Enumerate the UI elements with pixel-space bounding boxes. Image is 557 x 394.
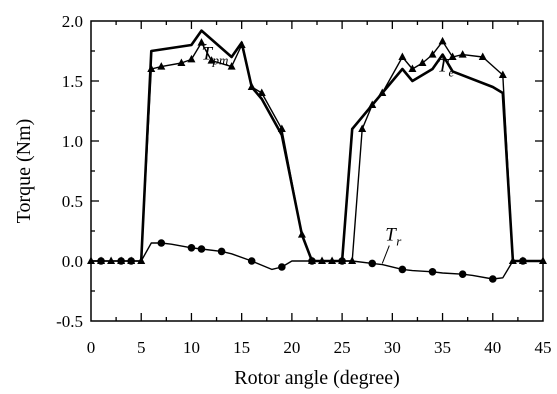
annotation-leader: [381, 245, 390, 264]
x-tick-label: 0: [87, 338, 96, 357]
y-tick-label: 1.5: [62, 72, 83, 91]
circle-marker: [398, 265, 407, 274]
y-axis-title: Torque (Nm): [13, 119, 35, 224]
circle-marker: [187, 244, 196, 252]
triangle-marker: [207, 56, 216, 64]
circle-marker: [127, 257, 135, 265]
circle-marker: [217, 247, 226, 256]
triangle-marker: [237, 40, 246, 48]
series-line: [91, 40, 543, 262]
circle-marker: [117, 257, 125, 265]
annotation-subscript: r: [396, 234, 402, 249]
triangle-marker: [358, 124, 367, 132]
triangle-marker: [197, 38, 206, 46]
circle-marker: [157, 239, 166, 247]
y-tick-label: 1.0: [62, 132, 83, 151]
series-layer: [87, 29, 547, 283]
triangle-marker: [348, 256, 357, 264]
triangle-marker: [157, 62, 166, 70]
series-t-pm: [139, 29, 543, 263]
triangle-marker: [227, 62, 236, 70]
circle-marker: [488, 275, 497, 283]
triangle-marker: [539, 256, 547, 264]
y-tick-label: 0.5: [62, 192, 83, 211]
circle-marker: [278, 263, 286, 271]
triangle-marker: [368, 100, 377, 108]
series-line: [139, 29, 543, 263]
triangle-marker: [297, 230, 306, 238]
triangle-marker: [328, 256, 337, 264]
circle-marker: [308, 257, 316, 265]
triangle-marker: [107, 256, 116, 264]
triangle-marker: [187, 54, 196, 63]
series-t-r: [91, 239, 543, 283]
circle-marker: [368, 259, 377, 268]
triangle-marker: [428, 50, 437, 58]
x-tick-label: 30: [384, 338, 401, 357]
x-tick-label: 35: [434, 338, 451, 357]
triangle-marker: [408, 64, 417, 72]
x-tick-label: 45: [535, 338, 552, 357]
triangle-marker: [247, 82, 256, 90]
triangle-marker: [257, 88, 266, 96]
triangle-marker: [508, 256, 517, 264]
triangle-marker: [87, 256, 95, 264]
circle-marker: [338, 257, 346, 265]
x-tick-label: 40: [484, 338, 501, 357]
x-axis-title: Rotor angle (degree): [234, 367, 399, 389]
triangle-marker: [478, 52, 487, 60]
circle-marker: [97, 257, 105, 265]
tick-labels: 0 5 10 15 20 25 30 35 40 45 -0.5 0.0 0.5 1.0 1.5 2.0: [56, 12, 551, 357]
annotation-leader: [203, 43, 207, 46]
triangle-marker: [277, 124, 286, 132]
annotation-label: T: [438, 55, 450, 76]
triangle-marker: [458, 50, 467, 58]
annotation-label: T: [385, 225, 397, 246]
circle-marker: [428, 268, 437, 276]
annotation-label: T: [201, 43, 213, 64]
series-line: [91, 242, 543, 280]
x-tick-label: 10: [183, 338, 200, 357]
triangle-marker: [418, 58, 427, 66]
circle-marker: [519, 257, 527, 265]
y-tick-label: 2.0: [62, 12, 83, 31]
triangle-marker: [438, 36, 447, 45]
triangle-marker: [448, 52, 457, 60]
y-tick-label: -0.5: [56, 312, 83, 331]
circle-marker: [458, 270, 467, 279]
x-tick-label: 25: [334, 338, 351, 357]
annotation-leader: [442, 56, 445, 62]
triangle-marker: [177, 58, 186, 66]
x-tick-label: 20: [283, 338, 300, 357]
triangle-marker: [378, 88, 387, 96]
triangle-marker: [398, 52, 407, 60]
triangle-marker: [498, 70, 507, 78]
x-tick-label: 15: [233, 338, 250, 357]
annotation-subscript: pm: [211, 52, 228, 67]
x-tick-label: 5: [137, 338, 146, 357]
circle-marker: [197, 245, 206, 253]
y-tick-label: 0.0: [62, 252, 83, 271]
circle-marker: [247, 257, 256, 265]
annotation-subscript: e: [449, 64, 455, 79]
series-t-e: [87, 36, 547, 264]
triangle-marker: [318, 256, 327, 264]
triangle-marker: [147, 64, 156, 72]
